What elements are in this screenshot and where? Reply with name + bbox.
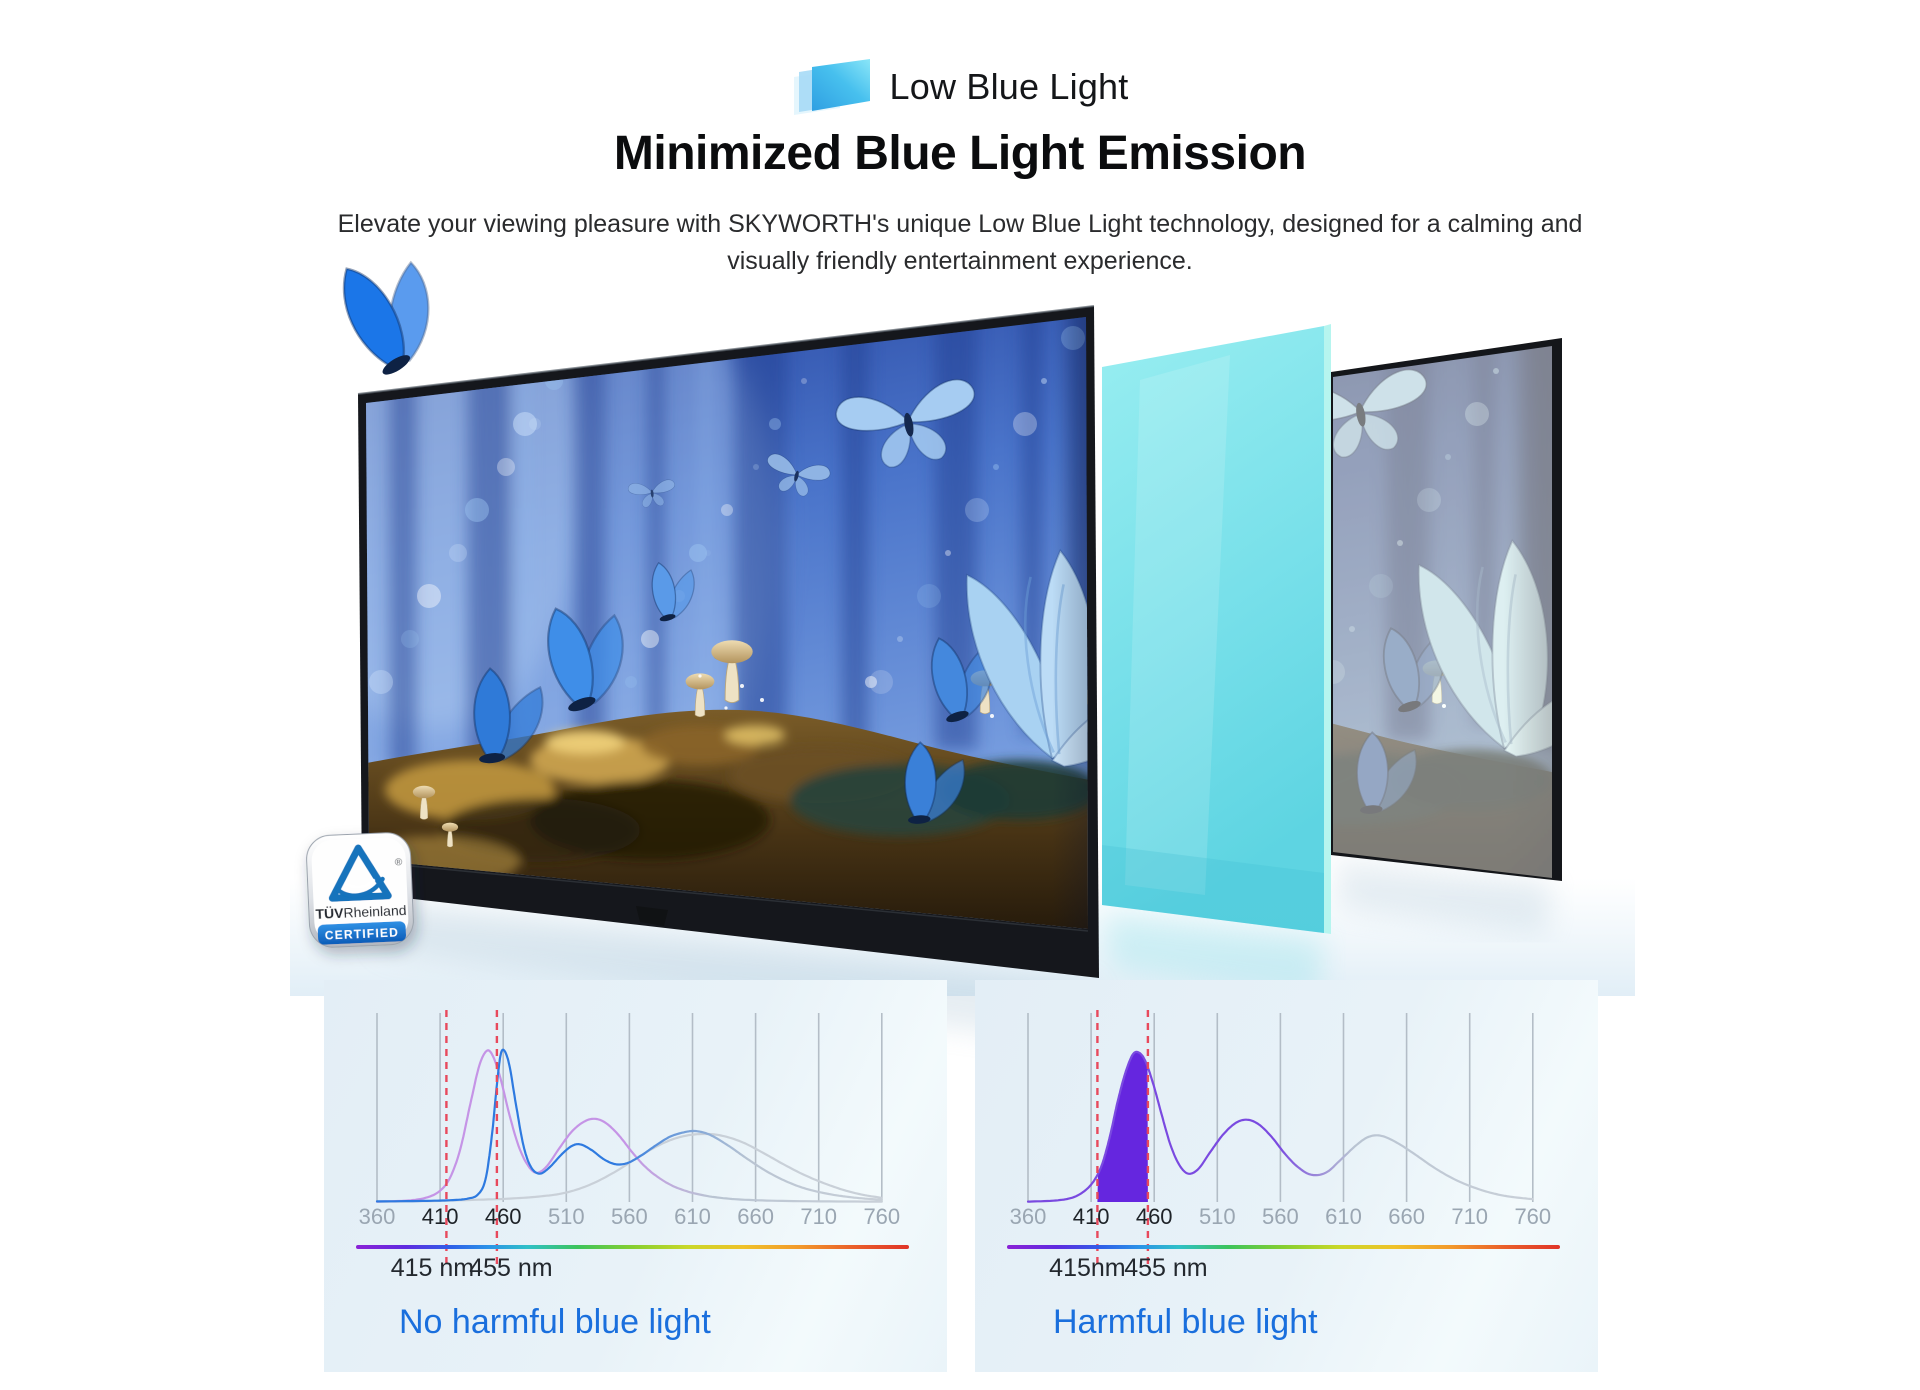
x-tick-label: 410 — [422, 1204, 459, 1229]
certified-band — [317, 921, 407, 945]
marker-label: 415 nm — [391, 1254, 474, 1282]
x-tick-label: 560 — [1262, 1204, 1299, 1229]
marker-label: 455 nm — [1124, 1254, 1207, 1282]
visible-spectrum-bar — [356, 1245, 909, 1249]
curve-gray-reference — [375, 1132, 883, 1203]
chart-caption: No harmful blue light — [399, 1303, 711, 1341]
x-tick-label: 510 — [1199, 1204, 1236, 1229]
visible-spectrum-bar — [1007, 1245, 1560, 1249]
curve-violet-reference — [375, 1049, 883, 1203]
subtitle-line-2: visually friendly entertainment experien… — [727, 247, 1193, 275]
chart-panel-harmful-blue-light: 415nm 455 nm 360 410 460 510 560 610 660 710 760 Ha… — [975, 980, 1598, 1372]
x-tick-label: 710 — [1451, 1204, 1488, 1229]
x-tick-label: 660 — [737, 1204, 774, 1229]
badge-brand: TÜVRheinland — [315, 902, 407, 922]
x-tick-label: 510 — [548, 1204, 585, 1229]
subtitle-line-1: Elevate your viewing pleasure with SKYWO… — [337, 210, 1583, 238]
registered-mark: ® — [395, 857, 403, 868]
x-tick-label: 460 — [1136, 1204, 1173, 1229]
x-tick-label: 460 — [485, 1204, 522, 1229]
x-tick-label: 660 — [1388, 1204, 1425, 1229]
feature-chip-label: Low Blue Light — [889, 66, 1129, 107]
marker-label: 415nm — [1049, 1254, 1125, 1282]
x-tick-label: 360 — [359, 1204, 396, 1229]
blue-light-filter-sheet — [1102, 324, 1331, 934]
curve-violet-display — [1026, 1050, 1534, 1203]
tv — [357, 305, 1099, 978]
low-blue-light-icon — [793, 59, 870, 115]
x-tick-label: 360 — [1010, 1204, 1047, 1229]
x-tick-label: 760 — [863, 1204, 900, 1229]
x-tick-label: 610 — [674, 1204, 711, 1229]
tv-stand-foot — [636, 906, 668, 926]
marker-label: 455 nm — [469, 1254, 552, 1282]
harmful-blue-filled-region — [1097, 1051, 1148, 1202]
screen-layer-1 — [811, 59, 870, 111]
page-title: Minimized Blue Light Emission — [613, 127, 1307, 180]
x-tick-label: 560 — [611, 1204, 648, 1229]
chart-caption: Harmful blue light — [1053, 1303, 1318, 1341]
x-tick-label: 710 — [800, 1204, 837, 1229]
x-tick-label: 610 — [1325, 1204, 1362, 1229]
x-tick-label: 760 — [1514, 1204, 1551, 1229]
certified-label: CERTIFIED — [325, 925, 400, 942]
chart-panel-no-harmful-blue-light: 415 nm 455 nm 360 410 460 510 560 610 660 710 760 N… — [324, 980, 947, 1372]
curve-blue-display — [375, 1048, 883, 1203]
tuv-certified-badge: ® TÜVRheinland CERTIFIED — [306, 832, 414, 948]
page-subtitle: Elevate your viewing pleasure with SKYWO… — [0, 206, 1920, 280]
feature-chip: Low Blue Light — [0, 58, 1920, 116]
x-tick-label: 410 — [1073, 1204, 1110, 1229]
washed-out-image-panel — [1331, 338, 1562, 881]
